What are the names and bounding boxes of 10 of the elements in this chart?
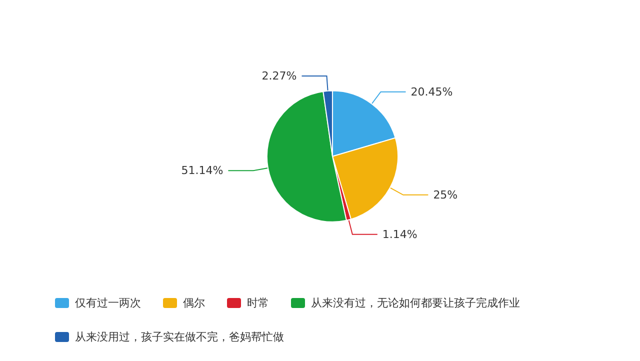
data-label: 2.27%: [262, 70, 297, 83]
legend-label: 偶尔: [183, 296, 205, 310]
data-label: 1.14%: [382, 228, 418, 241]
legend-label: 仅有过一两次: [75, 296, 141, 310]
data-label: 25%: [433, 188, 458, 202]
legend-label: 时常: [247, 296, 269, 310]
data-label: 51.14%: [181, 164, 224, 178]
legend-label: 从来没有过，无论如何都要让孩子完成作业: [311, 296, 520, 310]
legend-label: 从来没用过，孩子实在做不完，爸妈帮忙做: [75, 330, 284, 344]
data-label: 20.45%: [410, 85, 453, 98]
